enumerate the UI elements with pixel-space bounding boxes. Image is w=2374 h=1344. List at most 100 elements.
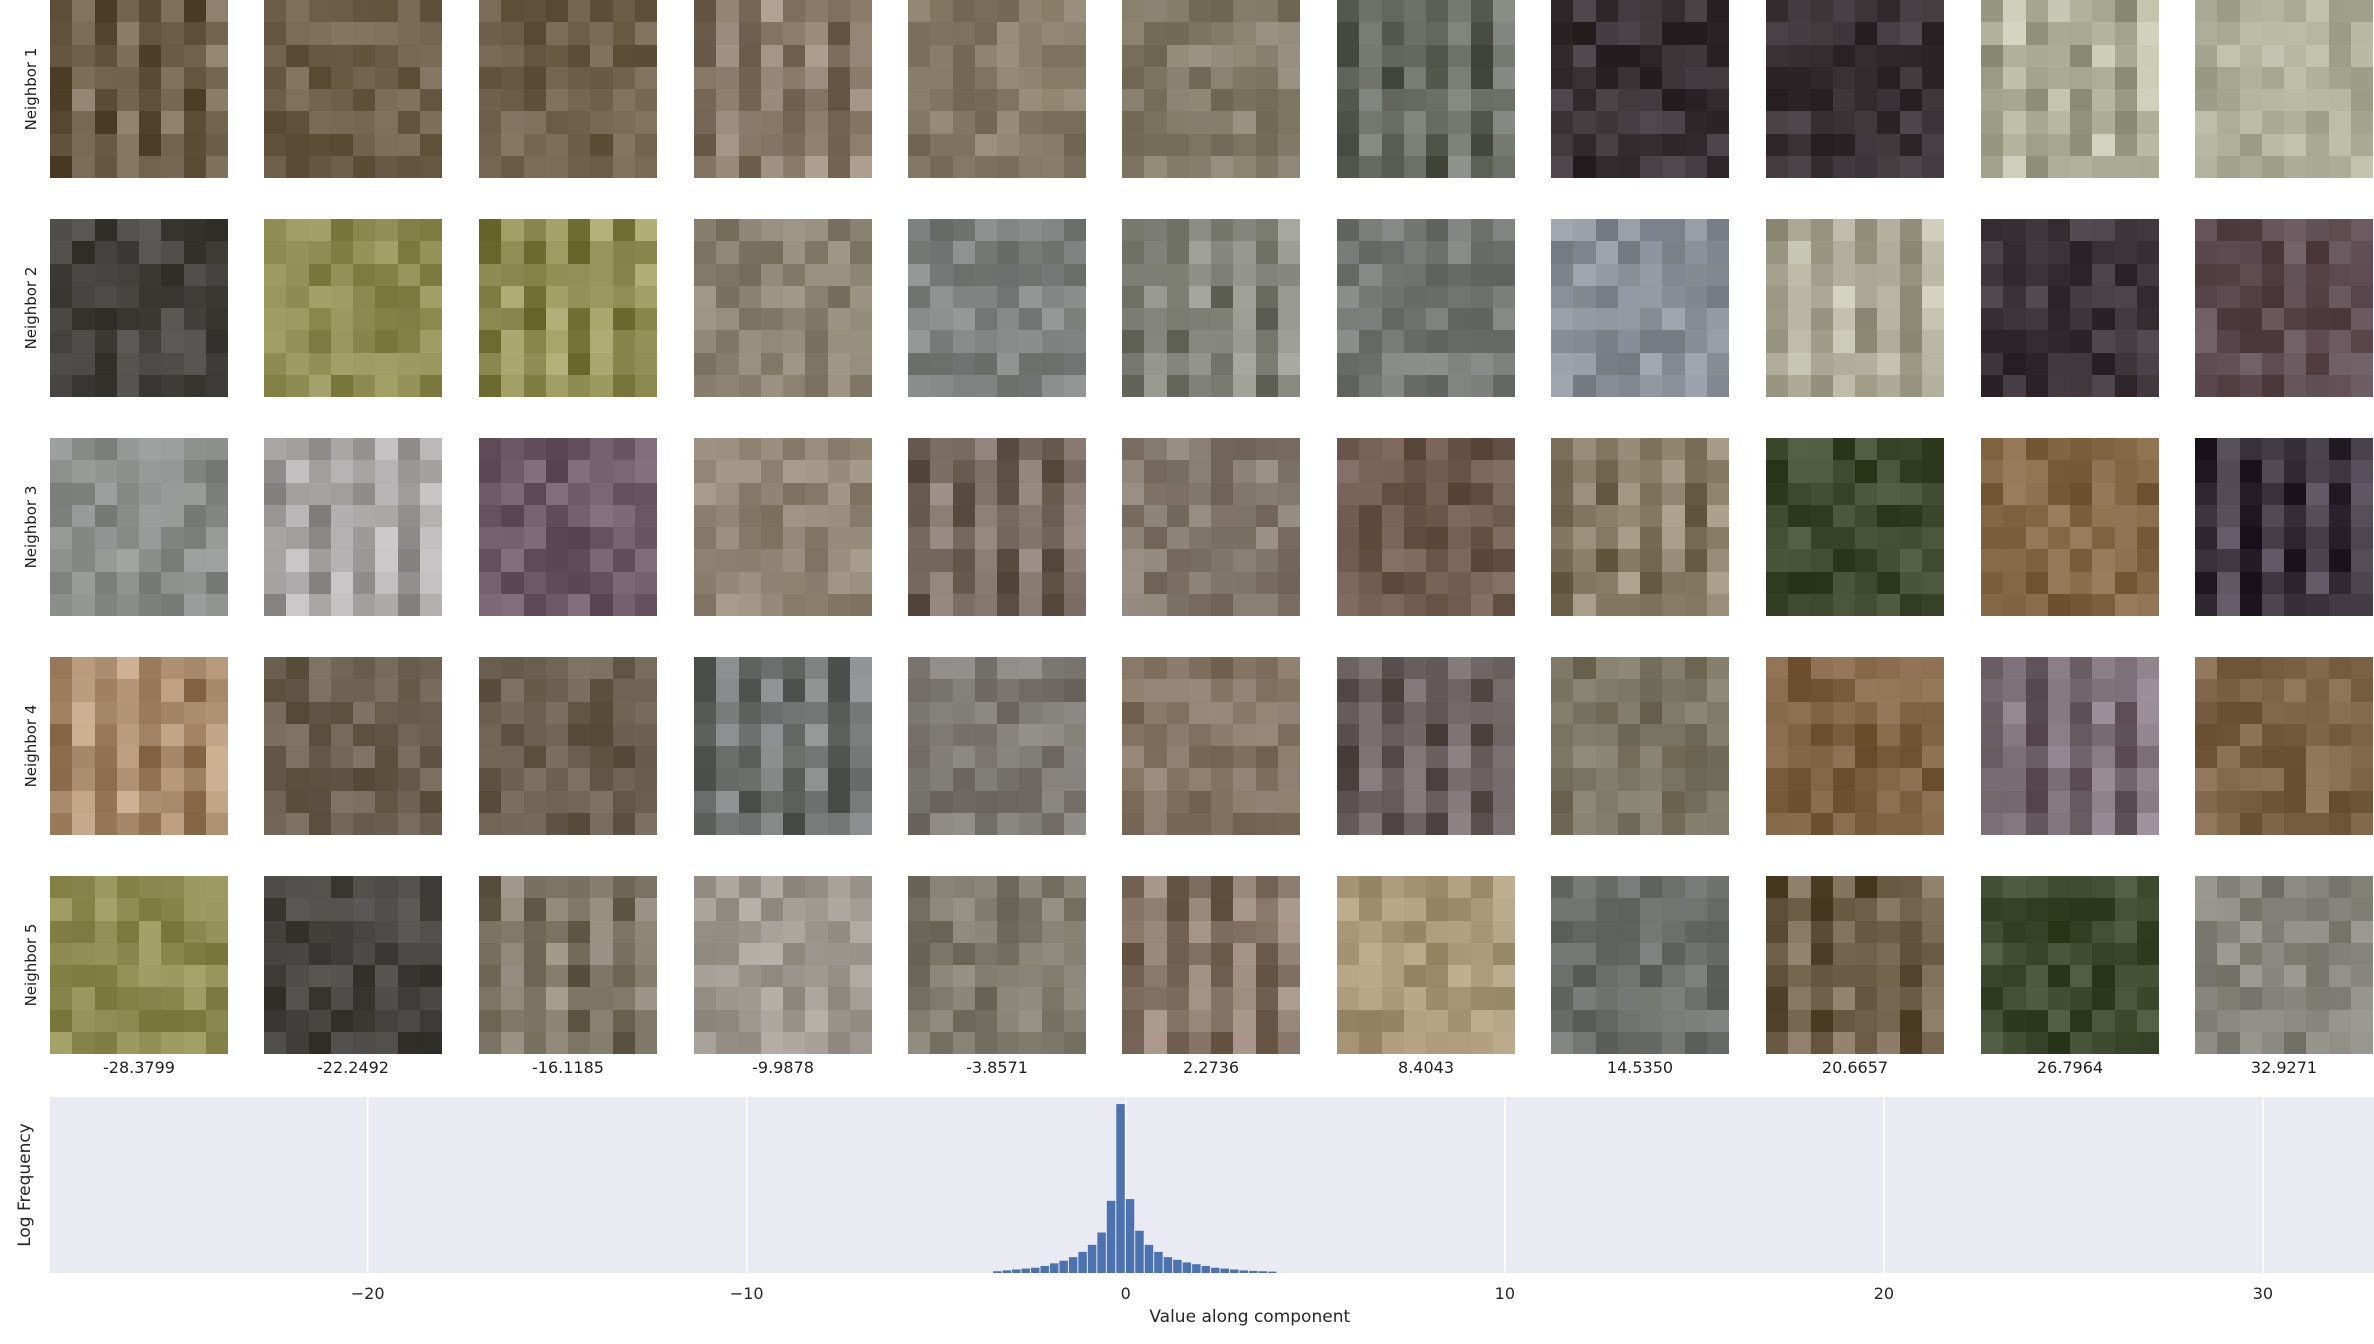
column-value-10: 26.7964: [2036, 1058, 2104, 1077]
histogram-bar: [1201, 1265, 1211, 1273]
patch-neighbor-5-col-11: [2195, 876, 2373, 1054]
patch-neighbor-3-col-6: [1122, 438, 1300, 616]
patch-neighbor-4-col-9: [1766, 657, 1944, 835]
column-value-8: 14.5350: [1606, 1058, 1674, 1077]
patch-neighbor-2-col-5: [908, 219, 1086, 397]
patch-neighbor-2-col-4: [694, 219, 872, 397]
x-tick-label-0: −20: [351, 1284, 385, 1303]
patch-neighbor-1-col-5: [908, 0, 1086, 178]
patch-neighbor-4-col-4: [694, 657, 872, 835]
patch-neighbor-3-col-8: [1551, 438, 1729, 616]
patch-neighbor-2-col-7: [1337, 219, 1515, 397]
patch-neighbor-3-col-7: [1337, 438, 1515, 616]
histogram-bar: [1220, 1268, 1230, 1273]
x-tick-label-1: −10: [730, 1284, 764, 1303]
x-tick-label-3: 10: [1495, 1284, 1515, 1303]
patch-neighbor-4-col-7: [1337, 657, 1515, 835]
patch-neighbor-1-col-1: [50, 0, 228, 178]
histogram-bar: [1125, 1199, 1135, 1273]
patch-neighbor-4-col-3: [479, 657, 657, 835]
x-tick-label-5: 30: [2253, 1284, 2273, 1303]
patch-neighbor-5-col-2: [264, 876, 442, 1054]
histogram-bar: [1002, 1270, 1012, 1273]
patch-neighbor-2-col-6: [1122, 219, 1300, 397]
histogram-bar: [1173, 1259, 1182, 1273]
histogram-bar: [1097, 1232, 1106, 1273]
patch-neighbor-3-col-5: [908, 438, 1086, 616]
patch-neighbor-3-col-10: [1981, 438, 2159, 616]
patch-neighbor-4-col-10: [1981, 657, 2159, 835]
histogram-bar: [1267, 1271, 1277, 1273]
patch-neighbor-1-col-7: [1337, 0, 1515, 178]
patch-neighbor-5-col-6: [1122, 876, 1300, 1054]
patch-neighbor-2-col-10: [1981, 219, 2159, 397]
column-value-3: -16.1185: [532, 1058, 604, 1077]
histogram-bar: [1163, 1257, 1173, 1273]
patch-neighbor-4-col-8: [1551, 657, 1729, 835]
patch-neighbor-5-col-10: [1981, 876, 2159, 1054]
patch-neighbor-5-col-7: [1337, 876, 1515, 1054]
histogram-bar: [1230, 1269, 1239, 1273]
patch-neighbor-4-col-6: [1122, 657, 1300, 835]
patch-neighbor-2-col-2: [264, 219, 442, 397]
histogram-bar: [1078, 1251, 1087, 1273]
patch-neighbor-3-col-4: [694, 438, 872, 616]
histogram-bar: [1031, 1267, 1040, 1273]
patch-neighbor-2-col-11: [2195, 219, 2373, 397]
patch-neighbor-3-col-1: [50, 438, 228, 616]
histogram-bar: [1135, 1230, 1144, 1273]
column-value-4: -9.9878: [752, 1058, 814, 1077]
patch-neighbor-3-col-3: [479, 438, 657, 616]
histogram-bar: [1059, 1260, 1068, 1273]
patch-neighbor-2-col-9: [1766, 219, 1944, 397]
patch-neighbor-1-col-4: [694, 0, 872, 178]
patch-neighbor-1-col-8: [1551, 0, 1729, 178]
patch-neighbor-2-col-1: [50, 219, 228, 397]
patch-neighbor-4-col-11: [2195, 657, 2373, 835]
patch-neighbor-4-col-2: [264, 657, 442, 835]
patch-neighbor-1-col-6: [1122, 0, 1300, 178]
patch-neighbor-4-col-5: [908, 657, 1086, 835]
patch-neighbor-3-col-9: [1766, 438, 1944, 616]
x-tick-label-2: 0: [1121, 1284, 1131, 1303]
histogram-bar: [1211, 1267, 1220, 1273]
histogram-bar: [1248, 1270, 1258, 1273]
patch-neighbor-2-col-8: [1551, 219, 1729, 397]
patch-neighbor-5-col-3: [479, 876, 657, 1054]
column-value-1: -28.3799: [103, 1058, 175, 1077]
histogram-bar: [1154, 1251, 1163, 1273]
patch-neighbor-5-col-1: [50, 876, 228, 1054]
x-axis-label: Value along component: [1149, 1307, 1350, 1327]
patch-neighbor-1-col-11: [2195, 0, 2373, 178]
histogram-bar: [1049, 1263, 1059, 1273]
column-value-11: 32.9271: [2250, 1058, 2318, 1077]
histogram-bar: [1144, 1244, 1154, 1273]
patch-neighbor-5-col-8: [1551, 876, 1729, 1054]
histogram-bar: [1239, 1270, 1248, 1273]
x-tick-label-4: 20: [1874, 1284, 1894, 1303]
histogram-bar: [1021, 1268, 1031, 1273]
column-value-9: 20.6657: [1821, 1058, 1889, 1077]
histogram-bar: [1087, 1244, 1097, 1273]
patch-neighbor-3-col-11: [2195, 438, 2373, 616]
patch-neighbor-4-col-1: [50, 657, 228, 835]
patch-neighbor-2-col-3: [479, 219, 657, 397]
patch-neighbor-5-col-9: [1766, 876, 1944, 1054]
histogram-bar: [1182, 1262, 1192, 1273]
patch-neighbor-1-col-9: [1766, 0, 1944, 178]
histogram-bar: [1040, 1265, 1049, 1273]
plot-area: [50, 1097, 2374, 1273]
patch-neighbor-1-col-3: [479, 0, 657, 178]
patch-neighbor-5-col-4: [694, 876, 872, 1054]
column-value-5: -3.8571: [966, 1058, 1028, 1077]
column-value-2: -22.2492: [317, 1058, 389, 1077]
histogram-bar: [993, 1271, 1002, 1273]
histogram-bar: [1012, 1269, 1021, 1273]
histogram-bar: [1192, 1264, 1201, 1273]
histogram-bar: [1258, 1271, 1267, 1273]
patch-neighbor-1-col-2: [264, 0, 442, 178]
y-axis-label: Log Frequency: [15, 1123, 35, 1247]
patch-neighbor-1-col-10: [1981, 0, 2159, 178]
histogram-bar: [1068, 1257, 1078, 1273]
